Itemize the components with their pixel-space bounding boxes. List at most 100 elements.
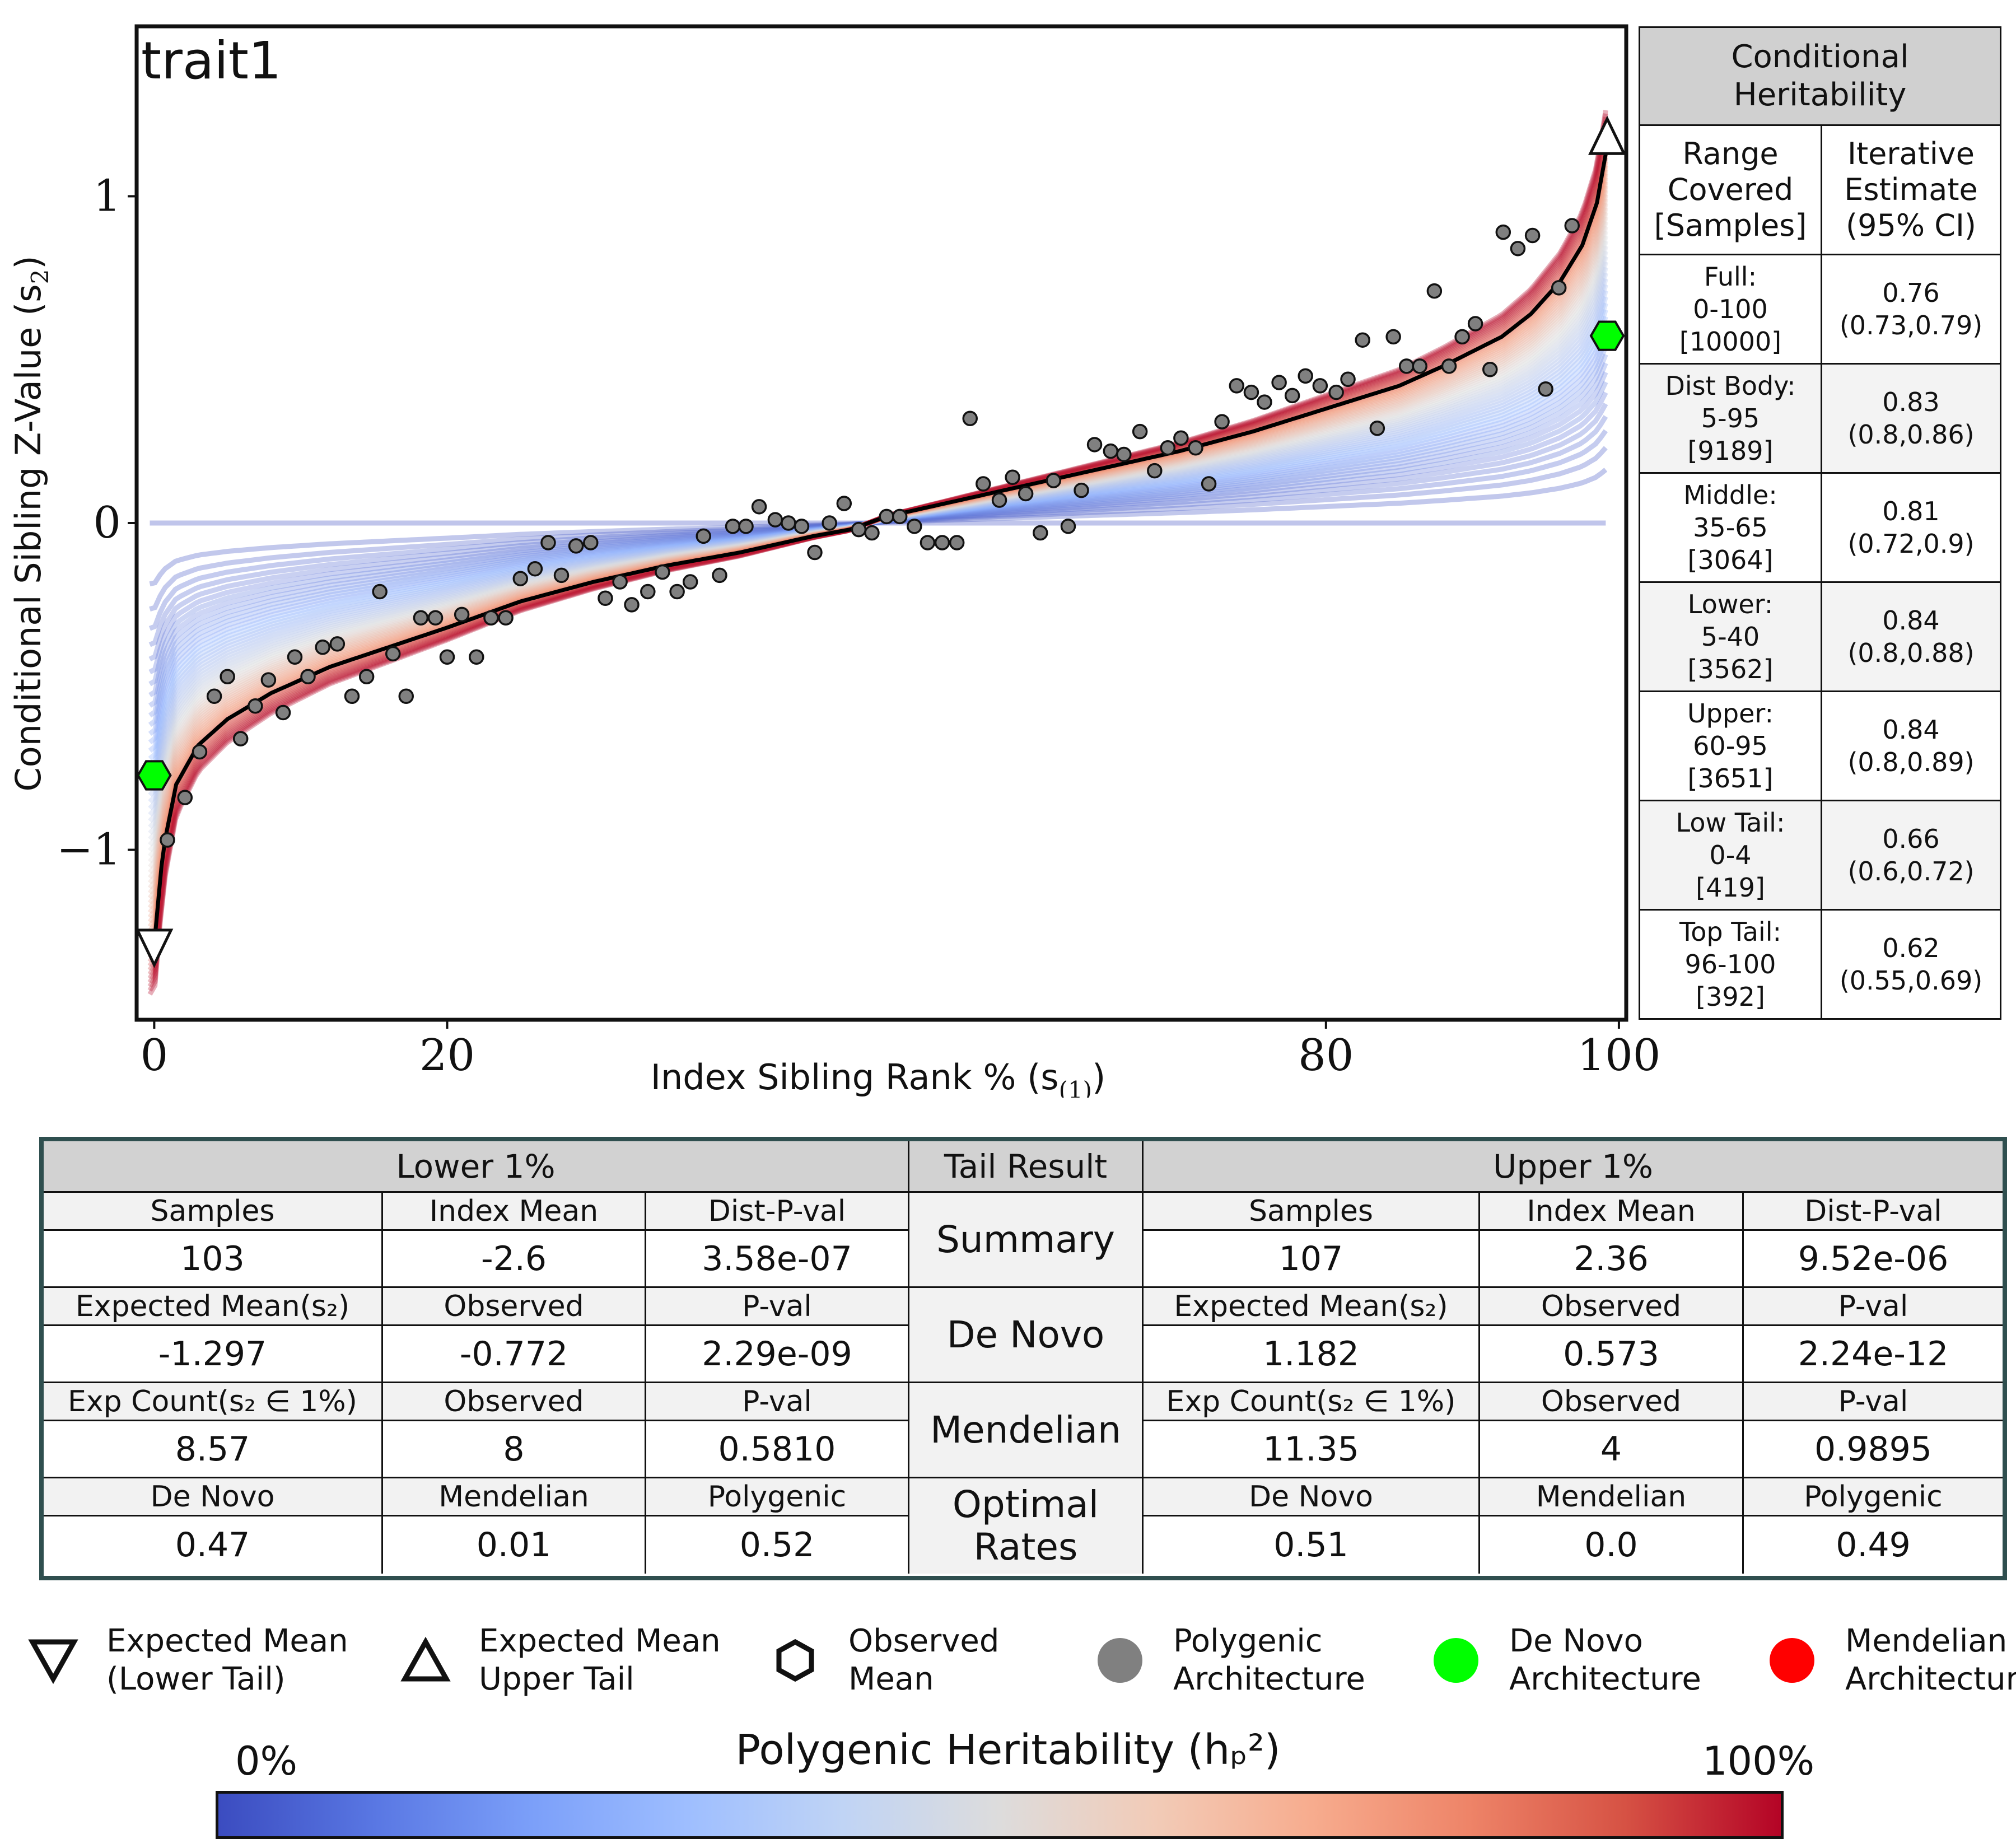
heritability-range-cell: Middle: 35-65 [3064] — [1640, 474, 1822, 581]
sibling-point — [767, 512, 783, 528]
lower-metric-value: 0.52 — [646, 1516, 909, 1574]
sibling-point — [1412, 358, 1427, 374]
heritability-range-cell: Lower: 5-40 [3562] — [1640, 583, 1822, 690]
sibling-point — [612, 574, 628, 590]
heritability-estimate-cell: 0.83 (0.8,0.86) — [1822, 365, 2000, 472]
y-tick-label: −1 — [57, 825, 121, 875]
colorbar-max-label: 100% — [1702, 1738, 1815, 1784]
upper-metric-label: P-val — [1744, 1383, 2003, 1421]
legend-label: Expected Mean Upper Tail — [479, 1623, 721, 1697]
tail-section-name: Optimal Rates — [909, 1478, 1144, 1574]
x-axis-label-sub: (1) — [1059, 1076, 1093, 1098]
sibling-point — [454, 606, 470, 623]
sibling-point — [1229, 378, 1245, 394]
heritability-curve — [147, 216, 1608, 874]
legend-label: De Novo Architecture — [1509, 1623, 1701, 1697]
sibling-point — [1454, 329, 1470, 345]
heritability-curve — [148, 296, 1608, 783]
sibling-point — [640, 584, 656, 600]
heritability-curve — [147, 189, 1608, 905]
x-axis-label-main: Index Sibling Rank % (s — [651, 1057, 1059, 1098]
lower-metric-label: P-val — [646, 1288, 909, 1326]
sibling-point — [836, 496, 852, 511]
estimate-column-header: Iterative Estimate (95% CI) — [1844, 136, 1978, 243]
upper-metric-value: 9.52e-06 — [1744, 1231, 2003, 1288]
sibling-point — [1467, 316, 1483, 332]
heritability-curve — [147, 194, 1608, 900]
upper-tail-header: Upper 1% — [1144, 1141, 2003, 1193]
sibling-point — [1173, 430, 1189, 446]
sibling-point — [439, 649, 455, 665]
sibling-point — [669, 584, 685, 600]
sibling-point — [1018, 486, 1034, 502]
lower-metric-value: 0.01 — [383, 1516, 646, 1574]
sibling-point — [725, 519, 741, 534]
sibling-point — [794, 519, 810, 534]
heritability-curve — [149, 468, 1608, 587]
upper-metric-label: Polygenic — [1744, 1478, 2003, 1516]
sibling-point — [1369, 421, 1385, 436]
lower-metric-label: Index Mean — [383, 1193, 646, 1231]
sibling-point — [427, 610, 444, 626]
heritability-title: Conditional Heritability — [1640, 28, 2000, 126]
colorbar-min-label: 0% — [235, 1738, 298, 1784]
sibling-point — [920, 535, 936, 550]
down-triangle-icon — [22, 1630, 84, 1691]
sibling-point — [553, 567, 570, 584]
heritability-curve — [149, 446, 1608, 612]
upper-metric-label: Expected Mean(s₂) — [1144, 1288, 1480, 1326]
tail-result-table: Lower 1% Tail Result Upper 1% Samples 103 Sam… — [39, 1137, 2007, 1580]
sibling-point — [1340, 371, 1356, 387]
sibling-point — [527, 561, 543, 577]
heritability-estimate-cell: 0.81 (0.72,0.9) — [1822, 474, 2000, 581]
sibling-point — [329, 636, 346, 652]
sibling-point — [624, 597, 640, 613]
lower-metric-value: 8.57 — [44, 1421, 383, 1478]
lower-tail-header: Lower 1% — [44, 1141, 909, 1193]
heritability-row: Top Tail: 96-100 [392] 0.62 (0.55,0.69) — [1640, 911, 2000, 1018]
sibling-point — [498, 610, 514, 626]
lower-metric-value: 0.47 — [44, 1516, 383, 1574]
upper-metric-label: Samples — [1144, 1193, 1480, 1231]
y-tick-label: 1 — [93, 171, 121, 221]
sibling-point — [1524, 227, 1541, 244]
sibling-point — [1510, 241, 1526, 256]
sibling-point — [483, 610, 499, 626]
sibling-point — [1005, 469, 1020, 486]
upper-metric-label: Dist-P-val — [1744, 1193, 2003, 1231]
lower-metric-label: Mendelian — [383, 1478, 646, 1516]
heritability-header-row: Range Covered [Samples] Iterative Estima… — [1640, 126, 2000, 255]
sibling-point — [822, 515, 837, 531]
lower-metric-value: -0.772 — [383, 1326, 646, 1383]
heritability-title-text: Conditional Heritability — [1731, 39, 1909, 113]
upper-metric-value: 107 — [1144, 1231, 1480, 1288]
heritability-range-cell: Full: 0-100 [10000] — [1640, 255, 1822, 363]
legend-label: Polygenic Architecture — [1173, 1623, 1365, 1697]
sibling-point — [751, 499, 767, 515]
upper-metric-label: De Novo — [1144, 1478, 1480, 1516]
heritability-curve — [148, 391, 1608, 675]
sibling-point — [1441, 358, 1457, 374]
sibling-point — [232, 731, 249, 746]
tail-section-name: Mendelian — [909, 1383, 1144, 1478]
upper-metric-value: 0.9895 — [1744, 1421, 2003, 1478]
observed-mean-lower-marker — [137, 760, 172, 791]
heritability-range-cell: Dist Body: 5-95 [9189] — [1640, 365, 1822, 472]
tail-result-grid: Lower 1% Tail Result Upper 1% Samples 103 Sam… — [44, 1141, 2003, 1576]
sibling-point — [1385, 329, 1401, 345]
sibling-point — [469, 649, 484, 665]
lower-metric-label: Exp Count(s₂ ∈ 1%) — [44, 1383, 383, 1421]
upper-metric-value: 4 — [1480, 1421, 1744, 1478]
sibling-point — [206, 688, 222, 704]
sibling-point — [807, 544, 823, 561]
colorbar — [216, 1791, 1784, 1839]
sibling-point — [1551, 280, 1567, 296]
sibling-point — [781, 515, 796, 531]
sibling-point — [1564, 218, 1580, 234]
sibling-point — [682, 574, 698, 590]
upper-metric-value: 11.35 — [1144, 1421, 1480, 1478]
heritability-estimate-cell: 0.84 (0.8,0.89) — [1822, 692, 2000, 800]
heritability-estimate-cell: 0.76 (0.73,0.79) — [1822, 255, 2000, 363]
heritability-curve — [148, 381, 1608, 687]
sibling-point — [177, 790, 193, 805]
